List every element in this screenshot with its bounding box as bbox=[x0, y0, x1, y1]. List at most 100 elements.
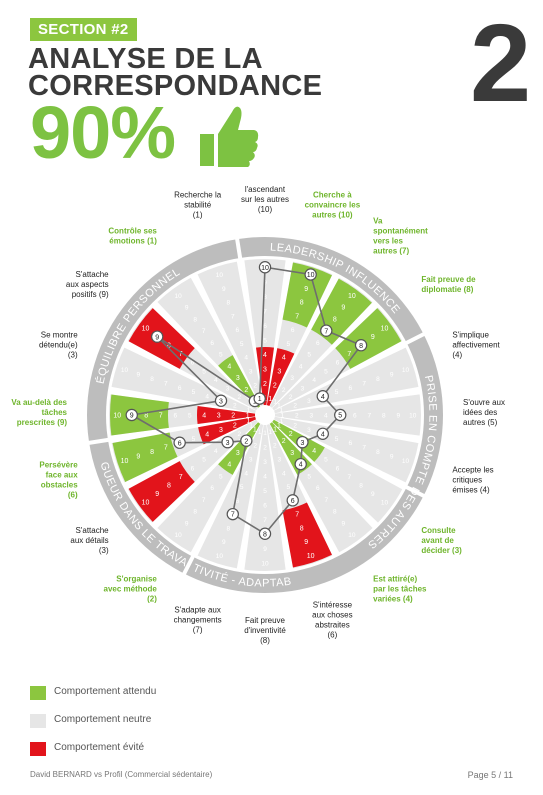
band-number: 1 bbox=[277, 423, 281, 430]
axis-label: Contrôle ses émotions (1) bbox=[108, 227, 157, 246]
score-marker bbox=[221, 435, 234, 449]
axis-label-line: variées (4) bbox=[373, 594, 413, 603]
scale-number: 4 bbox=[263, 473, 267, 480]
band-number: 2 bbox=[233, 422, 237, 429]
zone-band bbox=[218, 422, 261, 475]
axis-label-line: détendu(e) bbox=[39, 341, 78, 350]
axis-label-line: (2) bbox=[147, 594, 157, 603]
scale-number: 1 bbox=[249, 423, 253, 430]
band-number: 7 bbox=[179, 351, 183, 358]
zone-band bbox=[282, 262, 332, 328]
score-value: 3 bbox=[219, 398, 223, 405]
axis-label: S'attache aux aspects positifs (9) bbox=[66, 270, 109, 299]
axis-label-line: (7) bbox=[193, 625, 203, 634]
scale-number: 5 bbox=[335, 436, 339, 443]
score-value: 10 bbox=[261, 265, 269, 272]
band-number: 1 bbox=[253, 426, 257, 433]
axis-label-line: (6) bbox=[327, 630, 337, 639]
axis-label-line: (10) bbox=[258, 205, 273, 214]
scale-number: 6 bbox=[291, 327, 295, 334]
axis-label-line: S'adapte aux bbox=[174, 605, 220, 614]
scale-number: 1 bbox=[277, 402, 281, 409]
score-marker bbox=[214, 394, 228, 407]
scale-number: 10 bbox=[381, 499, 389, 506]
band-number: 2 bbox=[244, 387, 248, 394]
thumbs-up-icon bbox=[200, 106, 259, 167]
score-marker bbox=[320, 324, 333, 337]
category-separator bbox=[404, 331, 426, 346]
scale-number: 10 bbox=[348, 532, 356, 539]
scale-number: 5 bbox=[307, 352, 311, 359]
axis-label: Est attiré(e) par les tâches variées (4) bbox=[373, 574, 427, 603]
match-score: 90% bbox=[30, 91, 176, 174]
scale-number: 6 bbox=[349, 440, 353, 447]
band-number: 9 bbox=[304, 286, 308, 293]
zone-band bbox=[335, 308, 402, 369]
axis-label-line: S'implique bbox=[452, 331, 489, 340]
scale-number: 8 bbox=[359, 482, 363, 489]
score-value: 1 bbox=[258, 396, 262, 403]
scale-number: 5 bbox=[307, 473, 311, 480]
axis-label-line: décider (3) bbox=[421, 546, 462, 555]
scale-number: 8 bbox=[376, 376, 380, 383]
category-separator bbox=[235, 237, 243, 260]
band-number: 3 bbox=[263, 366, 267, 373]
scale-number: 7 bbox=[362, 380, 366, 387]
axis-label-line: prescrites (9) bbox=[17, 418, 68, 427]
zone-band bbox=[282, 502, 332, 568]
scale-number: 3 bbox=[309, 413, 313, 420]
band-number: 4 bbox=[312, 448, 316, 455]
axis-label-line: S'attache bbox=[76, 526, 110, 535]
score-value: 3 bbox=[226, 440, 230, 447]
score-marker bbox=[334, 408, 347, 422]
axis-label: Va au-delà des tâches prescrites (9) bbox=[11, 398, 67, 427]
axis-label-line: Cherche à bbox=[313, 191, 352, 200]
scale-number: 1 bbox=[263, 430, 267, 437]
band-number: 9 bbox=[155, 491, 159, 498]
scale-number: 2 bbox=[253, 382, 257, 389]
axis-label-line: abstraites bbox=[315, 620, 350, 629]
score-value: 5 bbox=[338, 413, 342, 420]
title-line-2: CORRESPONDANCE bbox=[28, 70, 323, 102]
scale-number: 3 bbox=[301, 385, 305, 392]
axis-label-line: (6) bbox=[68, 490, 78, 499]
score-marker bbox=[258, 527, 272, 540]
category-separator bbox=[404, 484, 426, 499]
band-number: 7 bbox=[295, 313, 299, 320]
band-number: 3 bbox=[236, 375, 240, 382]
scale-number: 10 bbox=[121, 367, 129, 374]
score-marker bbox=[316, 390, 329, 403]
band-number: 9 bbox=[136, 454, 140, 461]
scale-number: 5 bbox=[263, 488, 267, 495]
axis-label-line: aux choses bbox=[312, 610, 352, 619]
score-marker bbox=[253, 392, 266, 405]
score-value: 4 bbox=[321, 431, 325, 438]
score-marker bbox=[354, 339, 368, 352]
score-marker bbox=[296, 435, 309, 449]
scale-number: 5 bbox=[192, 436, 196, 443]
band-number: 4 bbox=[202, 413, 206, 420]
scale-number: 10 bbox=[409, 413, 417, 420]
scale-number: 10 bbox=[175, 532, 183, 539]
band-number: 9 bbox=[341, 305, 345, 312]
band-number: 2 bbox=[263, 381, 267, 388]
scale-number: 6 bbox=[353, 413, 357, 420]
scale-number: 6 bbox=[316, 340, 320, 347]
scale-number: 8 bbox=[193, 509, 197, 516]
axis-label: Fait preuve de diplomatie (8) bbox=[421, 275, 476, 294]
band-number: 8 bbox=[333, 316, 337, 323]
scale-number: 9 bbox=[390, 454, 394, 461]
scale-number: 3 bbox=[249, 456, 253, 463]
axis-label-line: autres (5) bbox=[463, 418, 498, 427]
axis-wedge bbox=[197, 424, 264, 569]
scale-number: 9 bbox=[222, 286, 226, 293]
band-number: 3 bbox=[217, 413, 221, 420]
axis-label-line: (8) bbox=[260, 636, 270, 645]
scale-number: 4 bbox=[244, 470, 248, 477]
zone-band bbox=[218, 355, 261, 408]
axis-label-line: diplomatie (8) bbox=[421, 285, 473, 294]
axis-label: Recherche la stabilité (1) bbox=[174, 191, 222, 220]
axis-label: Va spontanément vers les autres (7) bbox=[373, 217, 428, 256]
axis-label-line: avant de bbox=[421, 536, 454, 545]
band-number: 9 bbox=[371, 334, 375, 341]
